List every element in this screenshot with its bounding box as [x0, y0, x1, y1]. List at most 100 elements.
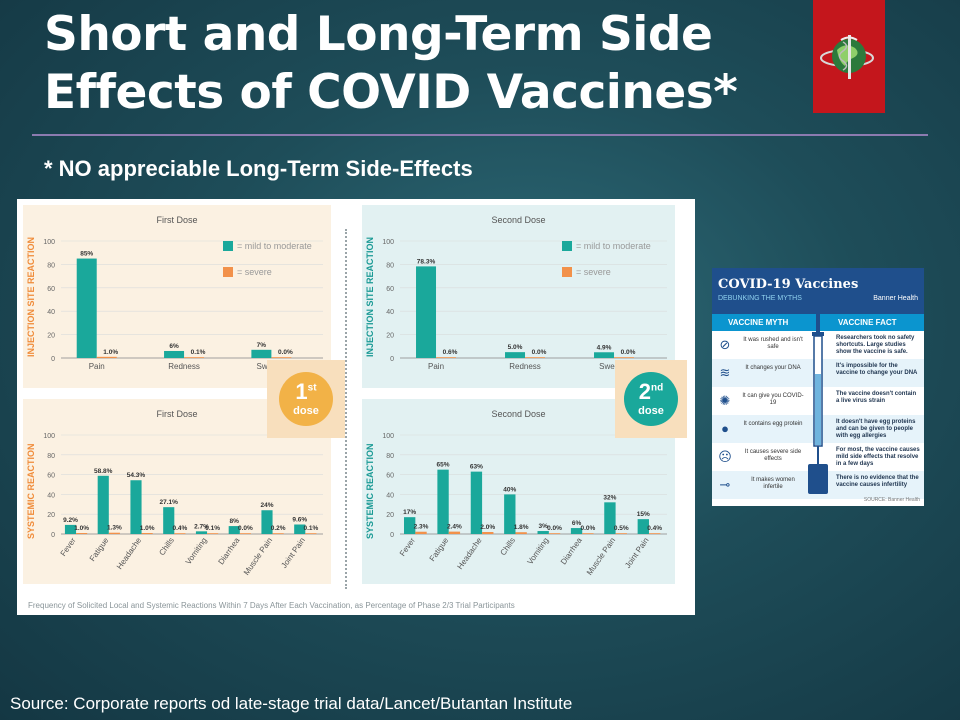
- fact-text: It's impossible for the vaccine to chang…: [836, 363, 918, 376]
- legend-label-severe: = severe: [237, 267, 272, 277]
- y-tick-label: 60: [47, 286, 55, 293]
- myths-title: COVID-19 Vaccines: [718, 277, 859, 292]
- vaccine-reactions-infographic: First Dose INJECTION SITE REACTION 0 20 40 60…: [17, 199, 695, 615]
- y-tick-label: 20: [47, 512, 55, 519]
- myth-text: It causes severe side effects: [744, 449, 802, 462]
- data-label-severe: 0.0%: [238, 525, 253, 532]
- data-label-severe: 1.0%: [74, 525, 89, 532]
- y-tick-label: 100: [382, 239, 394, 246]
- y-tick-label: 100: [43, 239, 55, 246]
- bar-mild: [570, 528, 583, 534]
- legend-swatch-mild: [562, 241, 572, 251]
- bar-severe: [415, 531, 427, 534]
- x-tick-label: Muscle Pain: [242, 536, 274, 577]
- title-divider: [32, 134, 928, 136]
- data-label-mild: 7%: [257, 342, 267, 349]
- data-label-severe: 1.8%: [514, 524, 529, 531]
- x-tick-label: Fever: [398, 536, 417, 558]
- slide-title: Short and Long-Term Side Effects of COVI…: [44, 7, 738, 120]
- x-tick-label: Chills: [499, 536, 518, 557]
- bar-severe: [108, 532, 120, 534]
- data-label-mild: 15%: [637, 511, 650, 518]
- bar-severe: [448, 531, 461, 534]
- y-tick-label: 0: [51, 532, 55, 539]
- y-tick-label: 80: [386, 453, 394, 460]
- x-tick-label: Fever: [59, 536, 78, 558]
- data-label-severe: 0.6%: [443, 349, 458, 356]
- bar-mild: [594, 352, 615, 358]
- data-label-severe: 0.4%: [172, 525, 187, 532]
- thermometer-icon: ⊸: [719, 477, 731, 492]
- data-label-mild: 27.1%: [160, 499, 179, 506]
- bar-mild: [504, 494, 516, 534]
- bar-mild: [195, 531, 208, 534]
- myth-text: It makes women infertile: [751, 477, 795, 490]
- x-tick-label: Chills: [157, 536, 176, 557]
- data-label-severe: 2.0%: [480, 524, 495, 531]
- bar-mild: [228, 526, 240, 534]
- chart-title: First Dose: [156, 215, 198, 225]
- data-label-mild: 2.7%: [194, 523, 209, 530]
- x-tick-label: Diarrhea: [216, 536, 241, 567]
- bar-severe: [272, 533, 284, 534]
- x-tick-label: Fatigue: [428, 536, 451, 563]
- data-label-severe: 0.5%: [614, 525, 629, 532]
- bar-mild: [64, 524, 77, 534]
- myth-row: ⊘ It was rushed and isn't safe Researchers…: [712, 331, 924, 359]
- data-label-severe: 1.3%: [107, 525, 122, 532]
- y-tick-label: 40: [386, 309, 394, 316]
- logo-panel: [813, 0, 885, 113]
- x-tick-label: Joint Pain: [279, 536, 307, 570]
- x-tick-label: Pain: [428, 362, 444, 371]
- chart-title: First Dose: [156, 409, 198, 419]
- bar-severe: [305, 533, 317, 534]
- legend-swatch-mild: [223, 241, 233, 251]
- bar-severe: [239, 533, 251, 534]
- x-tick-label: Fatigue: [88, 536, 111, 563]
- bar-severe: [548, 533, 561, 534]
- badge-dose2: 2nd dose: [624, 372, 678, 426]
- myth-text: It changes your DNA: [745, 365, 801, 371]
- y-tick-label: 40: [47, 492, 55, 499]
- data-label-mild: 63%: [470, 464, 483, 471]
- col-myth: VACCINE MYTH: [728, 318, 789, 327]
- bar-mild: [97, 475, 109, 534]
- bar-severe: [141, 533, 153, 534]
- x-tick-label: Headache: [115, 536, 144, 571]
- data-label-mild: 4.9%: [597, 344, 612, 351]
- y-tick-label: 40: [386, 492, 394, 499]
- x-tick-label: Headache: [455, 536, 484, 571]
- data-label-severe: 0.1%: [191, 349, 206, 356]
- badge-dose2-box: 2nd dose: [615, 360, 687, 438]
- data-label-mild: 65%: [437, 462, 450, 469]
- bar-mild: [437, 469, 449, 534]
- y-tick-label: 60: [386, 286, 394, 293]
- data-label-mild: 58.8%: [94, 468, 113, 475]
- myth-text: It was rushed and isn't safe: [743, 337, 803, 350]
- bar-severe: [436, 357, 457, 358]
- myth-text: It can give you COVID-19: [742, 393, 804, 406]
- y-tick-label: 0: [51, 356, 55, 363]
- bar-mild: [470, 471, 483, 534]
- data-label-severe: 0.0%: [547, 525, 562, 532]
- myth-row: ☹ It causes severe side effects For most, …: [712, 443, 924, 471]
- globe-caduceus-logo-icon: [820, 35, 874, 79]
- data-label-mild: 6%: [572, 520, 582, 527]
- bar-severe: [96, 356, 117, 358]
- syringe-icon: [808, 314, 828, 494]
- myths-header: COVID-19 Vaccines DEBUNKING THE MYTHS Ba…: [712, 268, 924, 314]
- dose-separator: [345, 229, 347, 589]
- x-tick-label: Pain: [89, 362, 105, 371]
- bar-severe: [207, 533, 219, 534]
- plot-area: 0 20 40 60 80 100 78.3% 0.6% Pain 5.0% 0.0% Redness…: [382, 239, 667, 371]
- data-label-mild: 8%: [230, 518, 240, 525]
- badge-dose2-word: dose: [638, 405, 664, 417]
- no-symbol-icon: ⊘: [719, 337, 731, 352]
- bar-mild: [164, 350, 185, 358]
- x-tick-label: Vomiting: [526, 536, 551, 566]
- egg-icon: ●: [721, 421, 729, 436]
- bar-mild: [163, 507, 175, 534]
- fact-text: The vaccine doesn't contain a live virus…: [836, 391, 917, 404]
- myths-subtitle: DEBUNKING THE MYTHS: [718, 295, 802, 302]
- data-label-severe: 1.0%: [103, 349, 118, 356]
